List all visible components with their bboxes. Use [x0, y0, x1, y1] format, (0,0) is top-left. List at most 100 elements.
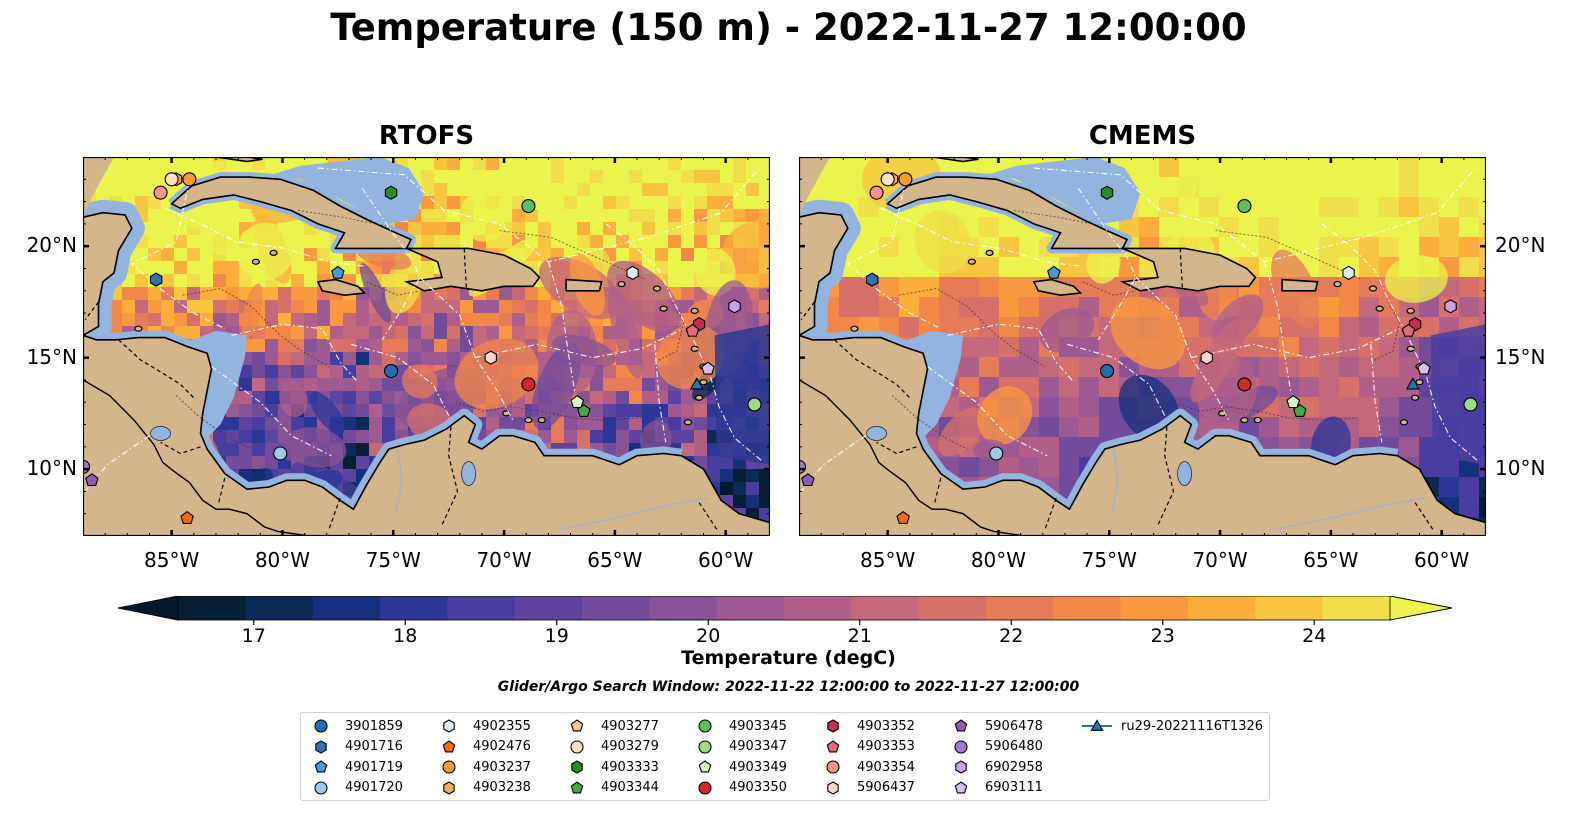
colorbar-segment [245, 596, 314, 620]
legend-marker-pentagon-icon [442, 739, 456, 752]
map-panel-rtofs [83, 157, 770, 536]
legend-marker-circle-icon [314, 780, 328, 795]
legend-item: 4901716 [313, 737, 403, 757]
colorbar: 17 18 19 20 21 22 23 24 [118, 596, 1452, 644]
land-yucatan [83, 211, 133, 337]
lon-tick-label: 85°W [860, 548, 916, 572]
land-jamaica [316, 278, 367, 297]
legend-item: 4903279 [569, 737, 659, 757]
float-legend: 3901859 4901716 4901719 4901720 4902355 49024… [300, 712, 1270, 801]
colorbar-tick-label: 22 [999, 625, 1023, 644]
land-puerto-rico [565, 278, 603, 292]
land-puerto-rico [1281, 278, 1319, 292]
eez-boundary [927, 366, 1048, 457]
legend-item: 4903353 [825, 737, 915, 757]
float-marker-4901720 [989, 446, 1004, 461]
float-marker-4901719 [1047, 265, 1061, 279]
eez-boundary [351, 343, 450, 416]
colorbar-segment [1255, 596, 1324, 620]
lon-tick-label: 75°W [365, 548, 421, 572]
panel-title-rtofs: RTOFS [378, 121, 475, 151]
float-marker-4901716 [149, 272, 163, 287]
colorbar-segment [716, 596, 785, 620]
float-marker-4902476 [896, 511, 910, 524]
legend-label: 6902958 [985, 759, 1043, 775]
lat-tick-label: 10°N [26, 456, 77, 481]
legend-label: 4903277 [601, 718, 659, 734]
legend-item: 4902476 [441, 737, 531, 757]
legend-label: 3901859 [345, 718, 403, 734]
float-marker-6902958 [728, 299, 741, 314]
colorbar-label: Temperature (degC) [681, 647, 896, 669]
legend-item: 4903354 [825, 757, 915, 777]
land-hispaniola [1119, 247, 1257, 292]
land-hispaniola [403, 247, 541, 292]
legend-marker-hexagon-icon [571, 760, 583, 774]
float-marker-6903111 [1417, 361, 1431, 375]
legend-label: 4903238 [473, 780, 531, 795]
legend-marker-circle-icon [954, 739, 968, 754]
colorbar-tick-label: 17 [242, 625, 266, 644]
eez-boundary [130, 181, 226, 330]
eez-boundary [1321, 223, 1478, 461]
lat-tick-label: 20°N [26, 233, 77, 258]
eez-boundary [1263, 261, 1292, 394]
legend-item: 4903344 [569, 778, 659, 798]
map-panel-cmems [799, 157, 1486, 536]
eez-boundary [1077, 187, 1137, 341]
legend-label: 4903345 [729, 718, 787, 734]
colorbar-tick-label: 18 [393, 625, 417, 644]
lon-tick-label: 60°W [698, 548, 754, 572]
float-marker-4903353 [1401, 323, 1416, 337]
colorbar-segment [1322, 596, 1391, 620]
legend-marker-pentagon-icon [570, 780, 584, 793]
float-marker-4901720 [273, 446, 288, 461]
eez-boundary [164, 207, 365, 267]
float-marker-4903279 [880, 172, 895, 187]
lat-tick-label: 20°N [1495, 233, 1546, 258]
colorbar-tick-label: 24 [1302, 625, 1326, 644]
legend-label: 4903279 [601, 739, 659, 754]
legend-marker-triangle-icon [1090, 719, 1104, 731]
float-marker-4903354 [153, 185, 168, 200]
legend-marker-circle-icon [698, 739, 712, 754]
colorbar-over-arrow [1389, 596, 1452, 621]
colorbar-segment [918, 596, 987, 620]
legend-marker-pentagon-icon [954, 780, 968, 793]
float-marker-ru29-20221116T1326 [1405, 377, 1420, 390]
land-florida [215, 157, 263, 163]
legend-label: 4903344 [601, 780, 659, 795]
legend-label: 4903353 [857, 739, 915, 754]
colorbar-segment [1120, 596, 1189, 620]
float-marker-4903347 [747, 397, 762, 412]
legend-marker-pentagon-icon [826, 739, 840, 752]
eez-boundary [654, 344, 667, 443]
float-marker-4902355 [1342, 265, 1355, 281]
float-marker-4902355 [626, 265, 639, 281]
legend-marker-pentagon-icon [698, 760, 712, 773]
legend-item: 4903345 [697, 716, 787, 736]
lat-tick-label: 10°N [1495, 456, 1546, 481]
float-marker-5906478 [801, 473, 815, 487]
legend-label: 4901720 [345, 780, 403, 795]
legend-label: 5906437 [857, 780, 915, 795]
eez-boundary [800, 435, 866, 492]
legend-item: 5906478 [953, 716, 1043, 736]
float-marker-4903349 [570, 395, 585, 409]
lat-tick-label: 15°N [26, 344, 77, 369]
float-marker-5906478 [85, 473, 99, 487]
legend-label: 4903237 [473, 759, 531, 775]
legend-marker-hexagon-icon [955, 760, 967, 774]
legend-item: 6903111 [953, 778, 1043, 798]
land-jamaica [1032, 278, 1083, 297]
legend-marker-circle-icon [826, 760, 840, 774]
float-marker-4903237 [182, 172, 197, 187]
figure-title: Temperature (150 m) - 2022-11-27 12:00:0… [330, 6, 1247, 49]
legend-item: 4903350 [697, 778, 787, 798]
float-marker-4901716 [865, 272, 879, 287]
float-marker-4903237 [898, 172, 913, 187]
float-marker-4903345 [521, 198, 536, 214]
land-florida [931, 157, 979, 163]
eez-boundary [605, 223, 762, 461]
lon-tick-label: 75°W [1081, 548, 1137, 572]
